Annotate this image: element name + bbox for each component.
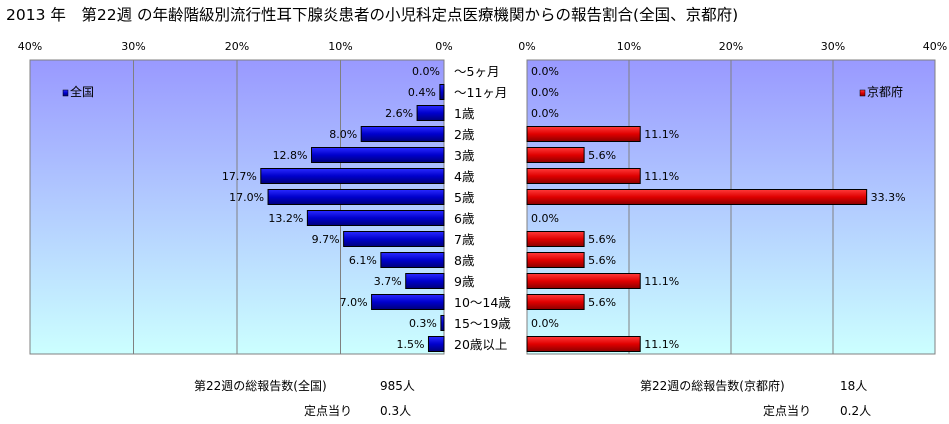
bar-value-label: 5.6% — [588, 254, 616, 267]
legend-label: 全国 — [70, 84, 94, 99]
bar-value-label: 33.3% — [871, 191, 906, 204]
kyoto-total-value: 18人 — [840, 379, 867, 393]
bar — [439, 84, 445, 100]
bar-value-label: 9.7% — [312, 233, 340, 246]
bar-value-label: 11.1% — [644, 170, 679, 183]
bar — [405, 273, 445, 289]
bar-value-label: 1.5% — [397, 338, 425, 351]
age-category-label: 7歳 — [454, 232, 475, 247]
age-category-label: 6歳 — [454, 211, 475, 226]
bar-value-label: 11.1% — [644, 338, 679, 351]
bar — [380, 252, 445, 268]
bar-value-label: 7.0% — [340, 296, 368, 309]
bar — [360, 126, 445, 142]
bar — [427, 336, 445, 352]
bar-value-label: 8.0% — [329, 128, 357, 141]
x-tick-label: 10% — [328, 40, 352, 53]
bar — [267, 189, 445, 205]
footer-national: 第22週の総報告数(全国) 985人 定点当り 0.3人 — [194, 378, 415, 418]
bar-value-label: 0.0% — [531, 212, 559, 225]
bar — [526, 252, 585, 268]
legend-label: 京都府 — [867, 84, 903, 99]
bar-value-label: 12.8% — [273, 149, 308, 162]
x-tick-label: 20% — [225, 40, 249, 53]
bar-value-label: 0.0% — [531, 65, 559, 78]
age-category-label: 20歳以上 — [454, 337, 507, 352]
legend-swatch — [859, 89, 866, 97]
bar-value-label: 2.6% — [385, 107, 413, 120]
bar-value-label: 17.7% — [222, 170, 257, 183]
chart-title: 2013 年 第22週 の年齢階級別流行性耳下腺炎患者の小児科定点医療機関からの… — [6, 6, 738, 24]
kyoto-chart-panel: 0% 10% 20% 30% 40% 0.0% 0.0% 0.0% 11.1% 5.6% 11.1%… — [518, 40, 947, 355]
bar — [526, 294, 585, 310]
bar — [343, 231, 445, 247]
national-per-value: 0.3人 — [380, 404, 411, 418]
age-category-label: ～11ヶ月 — [454, 85, 507, 100]
bar-value-label: 11.1% — [644, 275, 679, 288]
bar-value-label: 0.0% — [531, 317, 559, 330]
bar-value-label: 17.0% — [229, 191, 264, 204]
x-tick-label: 30% — [821, 40, 845, 53]
kyoto-per-value: 0.2人 — [840, 404, 871, 418]
bar-value-label: 6.1% — [349, 254, 377, 267]
x-tick-label: 0% — [518, 40, 535, 53]
bar — [526, 126, 641, 142]
bar — [371, 294, 445, 310]
footer-kyoto: 第22週の総報告数(京都府) 18人 定点当り 0.2人 — [640, 378, 871, 418]
age-category-label: 5歳 — [454, 190, 475, 205]
kyoto-total-label: 第22週の総報告数(京都府) — [640, 378, 785, 393]
bar — [311, 147, 445, 163]
age-category-label: 4歳 — [454, 169, 475, 184]
bar — [526, 189, 868, 205]
x-tick-label: 10% — [617, 40, 641, 53]
national-per-label: 定点当り — [304, 403, 352, 418]
bar-value-label: 0.0% — [531, 107, 559, 120]
age-category-label: 15～19歳 — [454, 316, 511, 331]
bar-value-label: 0.4% — [408, 86, 436, 99]
age-category-label: 1歳 — [454, 106, 475, 121]
bar-value-label: 0.3% — [409, 317, 437, 330]
x-tick-label: 30% — [121, 40, 145, 53]
age-category-label: 10～14歳 — [454, 295, 511, 310]
x-tick-label: 40% — [923, 40, 947, 53]
bar-value-label: 3.7% — [374, 275, 402, 288]
x-tick-label: 0% — [435, 40, 452, 53]
bar — [526, 273, 641, 289]
age-category-label: 2歳 — [454, 127, 475, 142]
kyoto-per-label: 定点当り — [763, 403, 811, 418]
bar — [260, 168, 445, 184]
age-category-label: 9歳 — [454, 274, 475, 289]
bar — [526, 147, 585, 163]
age-category-label: 3歳 — [454, 148, 475, 163]
national-chart-panel: 40% 30% 20% 10% 0% 0.0% 0.4% 2.6% 8.0% 12.8% 17.7%… — [18, 40, 453, 355]
bar — [526, 231, 585, 247]
bar — [526, 168, 641, 184]
bar-value-label: 11.1% — [644, 128, 679, 141]
legend-swatch — [62, 89, 69, 97]
bar-value-label: 0.0% — [412, 65, 440, 78]
national-total-label: 第22週の総報告数(全国) — [194, 378, 327, 393]
national-total-value: 985人 — [380, 379, 415, 393]
x-tick-label: 40% — [18, 40, 42, 53]
bar-value-label: 5.6% — [588, 149, 616, 162]
bar-value-label: 0.0% — [531, 86, 559, 99]
bar-value-label: 5.6% — [588, 296, 616, 309]
bar-value-label: 13.2% — [268, 212, 303, 225]
bar — [526, 336, 641, 352]
age-category-label: ～5ヶ月 — [454, 64, 499, 79]
bar — [306, 210, 445, 226]
bar — [416, 105, 445, 121]
x-tick-label: 20% — [719, 40, 743, 53]
age-category-label: 8歳 — [454, 253, 475, 268]
age-category-labels: ～5ヶ月 ～11ヶ月 1歳 2歳 3歳 4歳 5歳 6歳 7歳 8歳 9歳 10～14歳 15～19歳 2… — [454, 64, 511, 352]
bar-value-label: 5.6% — [588, 233, 616, 246]
bar — [440, 315, 445, 331]
